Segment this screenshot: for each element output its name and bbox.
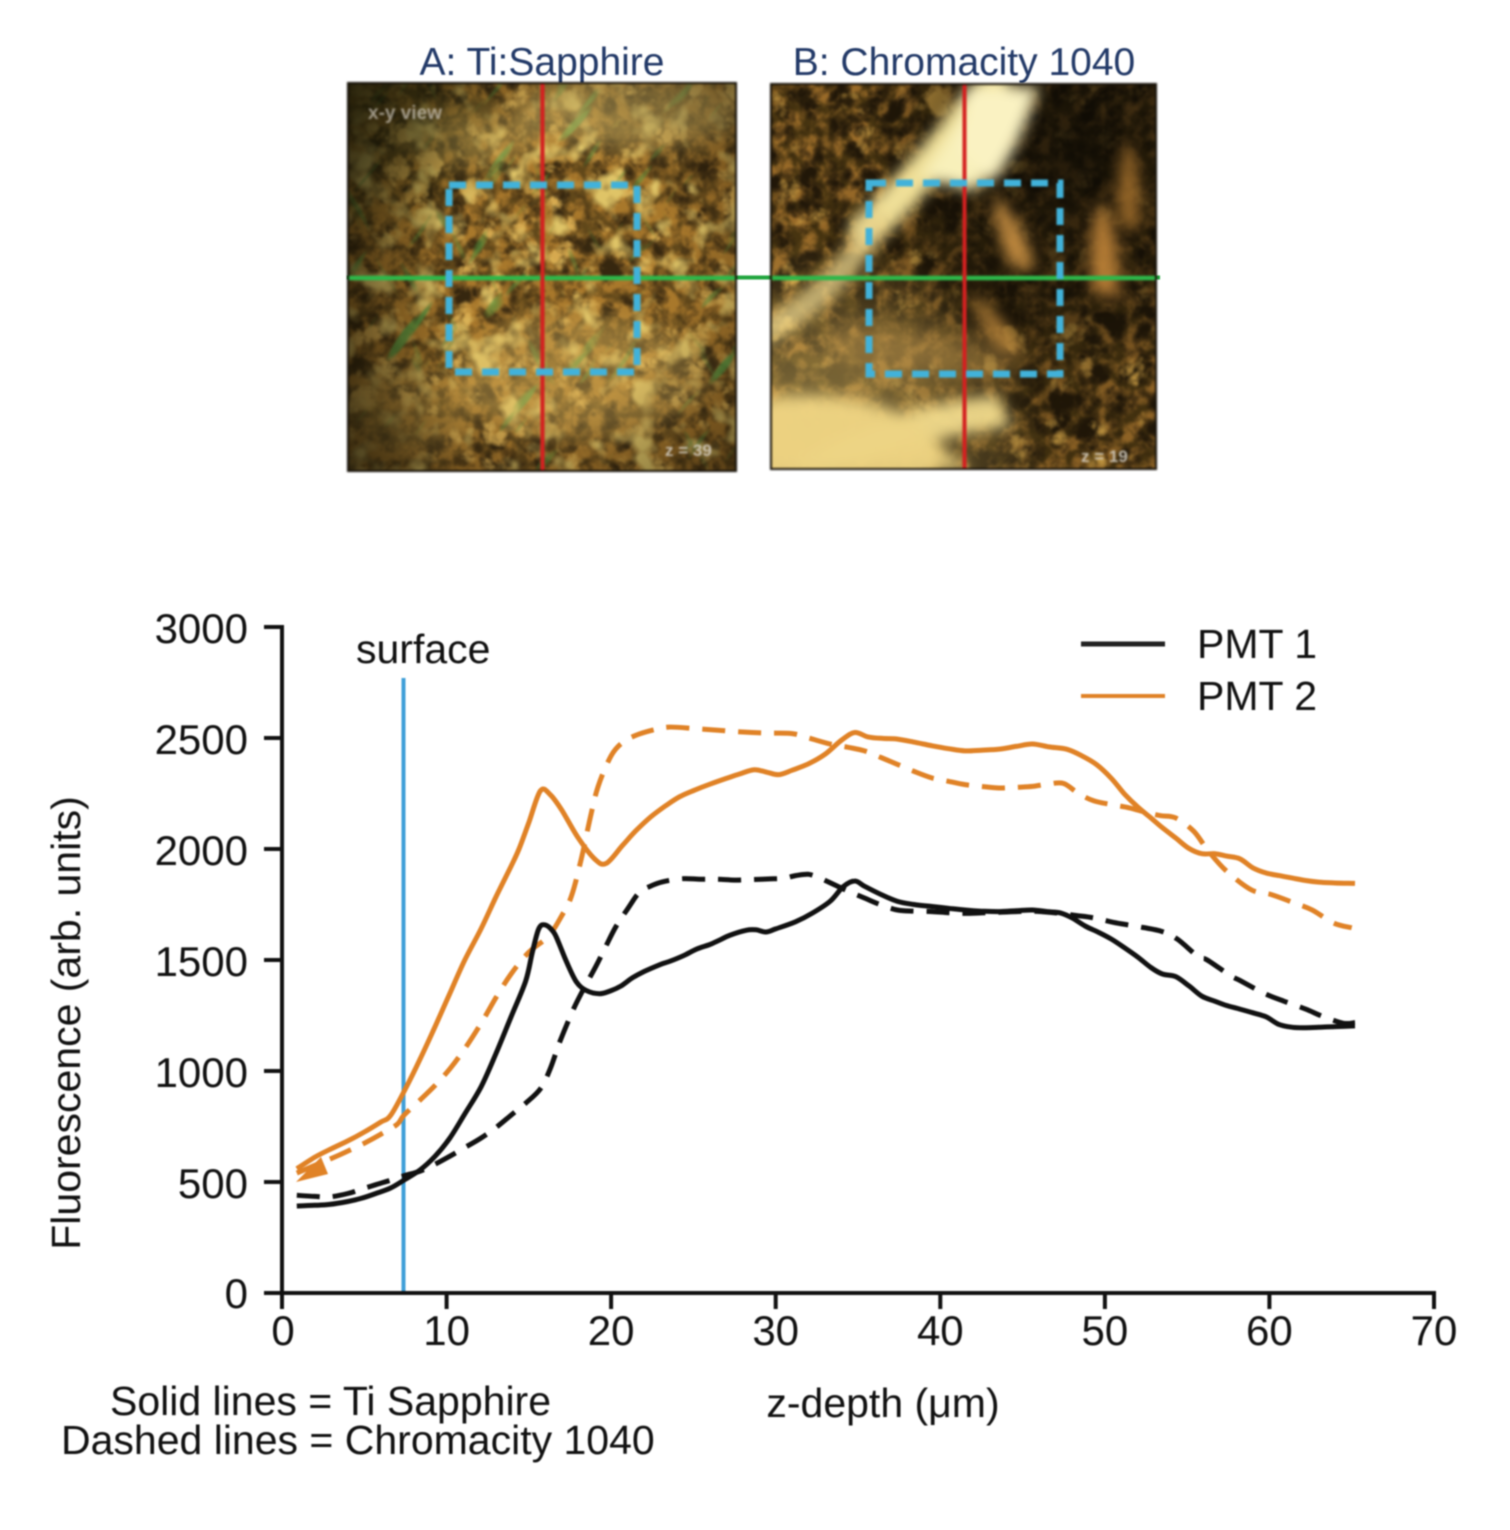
svg-text:Fluorescence (arb. units): Fluorescence (arb. units): [43, 796, 89, 1249]
svg-text:B: Chromacity 1040: B: Chromacity 1040: [793, 41, 1136, 84]
svg-text:z = 19: z = 19: [1081, 447, 1128, 466]
svg-text:50: 50: [1082, 1307, 1129, 1354]
svg-text:1500: 1500: [155, 938, 248, 985]
svg-text:70: 70: [1411, 1307, 1458, 1354]
svg-text:30: 30: [752, 1307, 799, 1354]
svg-text:PMT 2: PMT 2: [1197, 673, 1317, 719]
svg-text:x-y view: x-y view: [368, 103, 442, 124]
svg-text:2500: 2500: [155, 716, 248, 763]
svg-text:3000: 3000: [155, 605, 248, 652]
svg-text:0: 0: [271, 1307, 294, 1354]
svg-text:Solid lines = Ti Sapphire: Solid lines = Ti Sapphire: [110, 1378, 551, 1424]
svg-text:A: Ti:Sapphire: A: Ti:Sapphire: [420, 41, 665, 84]
svg-text:0: 0: [225, 1270, 248, 1317]
svg-text:10: 10: [423, 1307, 470, 1354]
svg-text:z-depth (μm): z-depth (μm): [766, 1380, 999, 1426]
svg-text:500: 500: [178, 1160, 248, 1207]
svg-text:60: 60: [1246, 1307, 1293, 1354]
svg-text:1000: 1000: [155, 1049, 248, 1096]
svg-text:40: 40: [917, 1307, 964, 1354]
svg-text:2000: 2000: [155, 827, 248, 874]
svg-text:Dashed lines = Chromacity 1040: Dashed lines = Chromacity 1040: [61, 1417, 655, 1463]
svg-text:z = 39: z = 39: [665, 441, 712, 460]
svg-text:20: 20: [588, 1307, 635, 1354]
svg-text:surface: surface: [356, 626, 490, 672]
svg-text:PMT 1: PMT 1: [1197, 621, 1317, 667]
